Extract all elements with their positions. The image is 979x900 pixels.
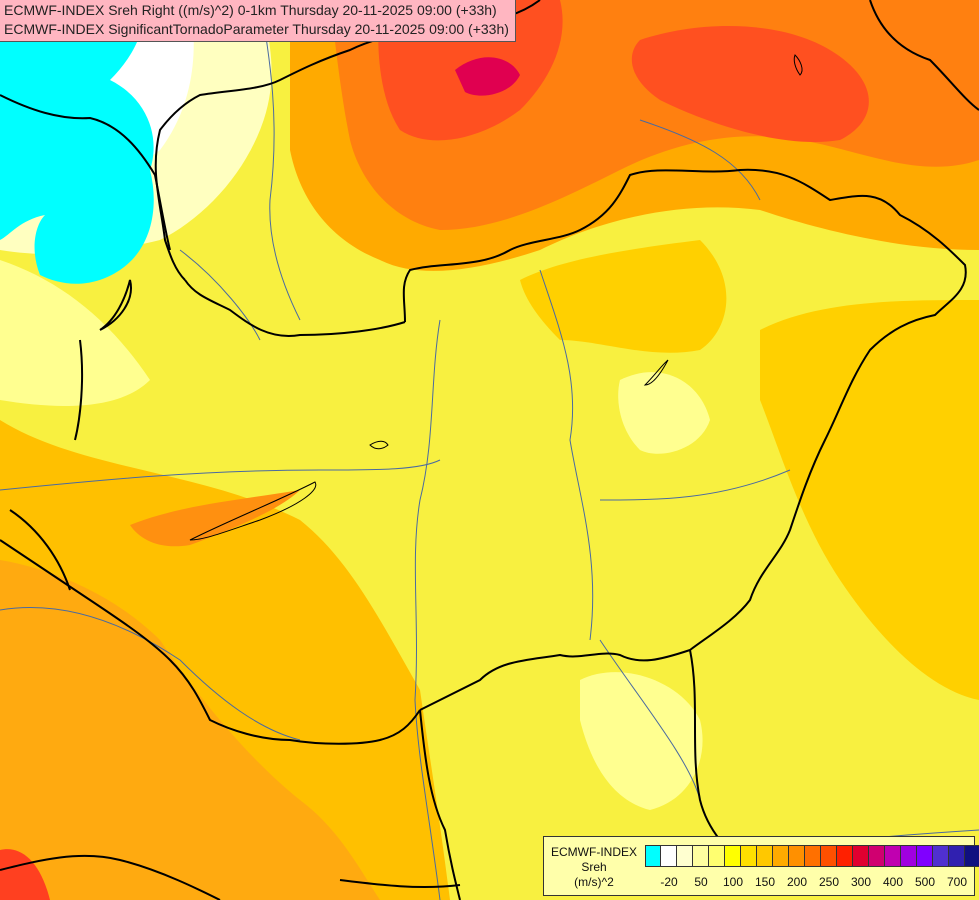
field-red-corner xyxy=(0,849,50,900)
legend-swatch xyxy=(725,846,741,866)
legend-title-variable: Sreh xyxy=(581,860,607,874)
legend-swatch xyxy=(853,846,869,866)
legend-swatch xyxy=(885,846,901,866)
legend-swatch xyxy=(741,846,757,866)
legend-tick-label: 100 xyxy=(722,875,744,889)
legend-tick-label: 300 xyxy=(850,875,872,889)
legend-tick-label: 150 xyxy=(754,875,776,889)
field-cyan-northwest xyxy=(0,0,154,284)
legend-title: ECMWF-INDEX Sreh (m/s)^2 xyxy=(548,845,640,890)
legend-swatch xyxy=(693,846,709,866)
legend-swatch xyxy=(901,846,917,866)
legend-color-scale xyxy=(645,845,979,867)
legend-swatch xyxy=(933,846,949,866)
legend-tick-label: 200 xyxy=(786,875,808,889)
legend-swatch xyxy=(821,846,837,866)
legend-swatch xyxy=(709,846,725,866)
legend-swatch xyxy=(949,846,965,866)
legend-swatch xyxy=(773,846,789,866)
title-line-stp: ECMWF-INDEX SignificantTornadoParameter … xyxy=(4,21,509,37)
legend-tick-label: -20 xyxy=(660,875,678,889)
field-pale-center xyxy=(618,372,710,454)
legend-swatch xyxy=(677,846,693,866)
field-crimson-north xyxy=(455,57,520,96)
legend-swatch xyxy=(869,846,885,866)
title-line-sreh: ECMWF-INDEX Sreh Right ((m/s)^2) 0-1km T… xyxy=(4,2,497,18)
legend-tick-label: 700 xyxy=(946,875,968,889)
field-gold-center xyxy=(520,240,727,353)
legend-tick-label: 500 xyxy=(914,875,936,889)
field-pale-south xyxy=(580,672,703,810)
legend-tick-label: 400 xyxy=(882,875,904,889)
legend-swatch xyxy=(965,846,979,866)
legend-title-source: ECMWF-INDEX xyxy=(551,845,637,859)
legend-title-unit: (m/s)^2 xyxy=(574,875,614,889)
legend-swatch xyxy=(661,846,677,866)
lakes xyxy=(189,54,803,541)
map-title-header: ECMWF-INDEX Sreh Right ((m/s)^2) 0-1km T… xyxy=(0,0,516,42)
legend-swatch xyxy=(837,846,853,866)
legend-swatch xyxy=(805,846,821,866)
field-darkorange-southwest xyxy=(0,560,380,900)
legend-swatch xyxy=(917,846,933,866)
field-red-northeast xyxy=(631,26,869,142)
legend-tick-label: 50 xyxy=(694,875,708,889)
field-paleyellow-west xyxy=(0,260,150,406)
field-gold-east xyxy=(760,300,979,700)
legend-swatch xyxy=(757,846,773,866)
legend-swatch xyxy=(789,846,805,866)
legend-tick-label: 250 xyxy=(818,875,840,889)
field-orange-lake xyxy=(130,490,300,547)
color-legend: ECMWF-INDEX Sreh (m/s)^2 -20 50 100 150 200 2… xyxy=(543,836,979,896)
legend-swatch xyxy=(645,846,661,866)
